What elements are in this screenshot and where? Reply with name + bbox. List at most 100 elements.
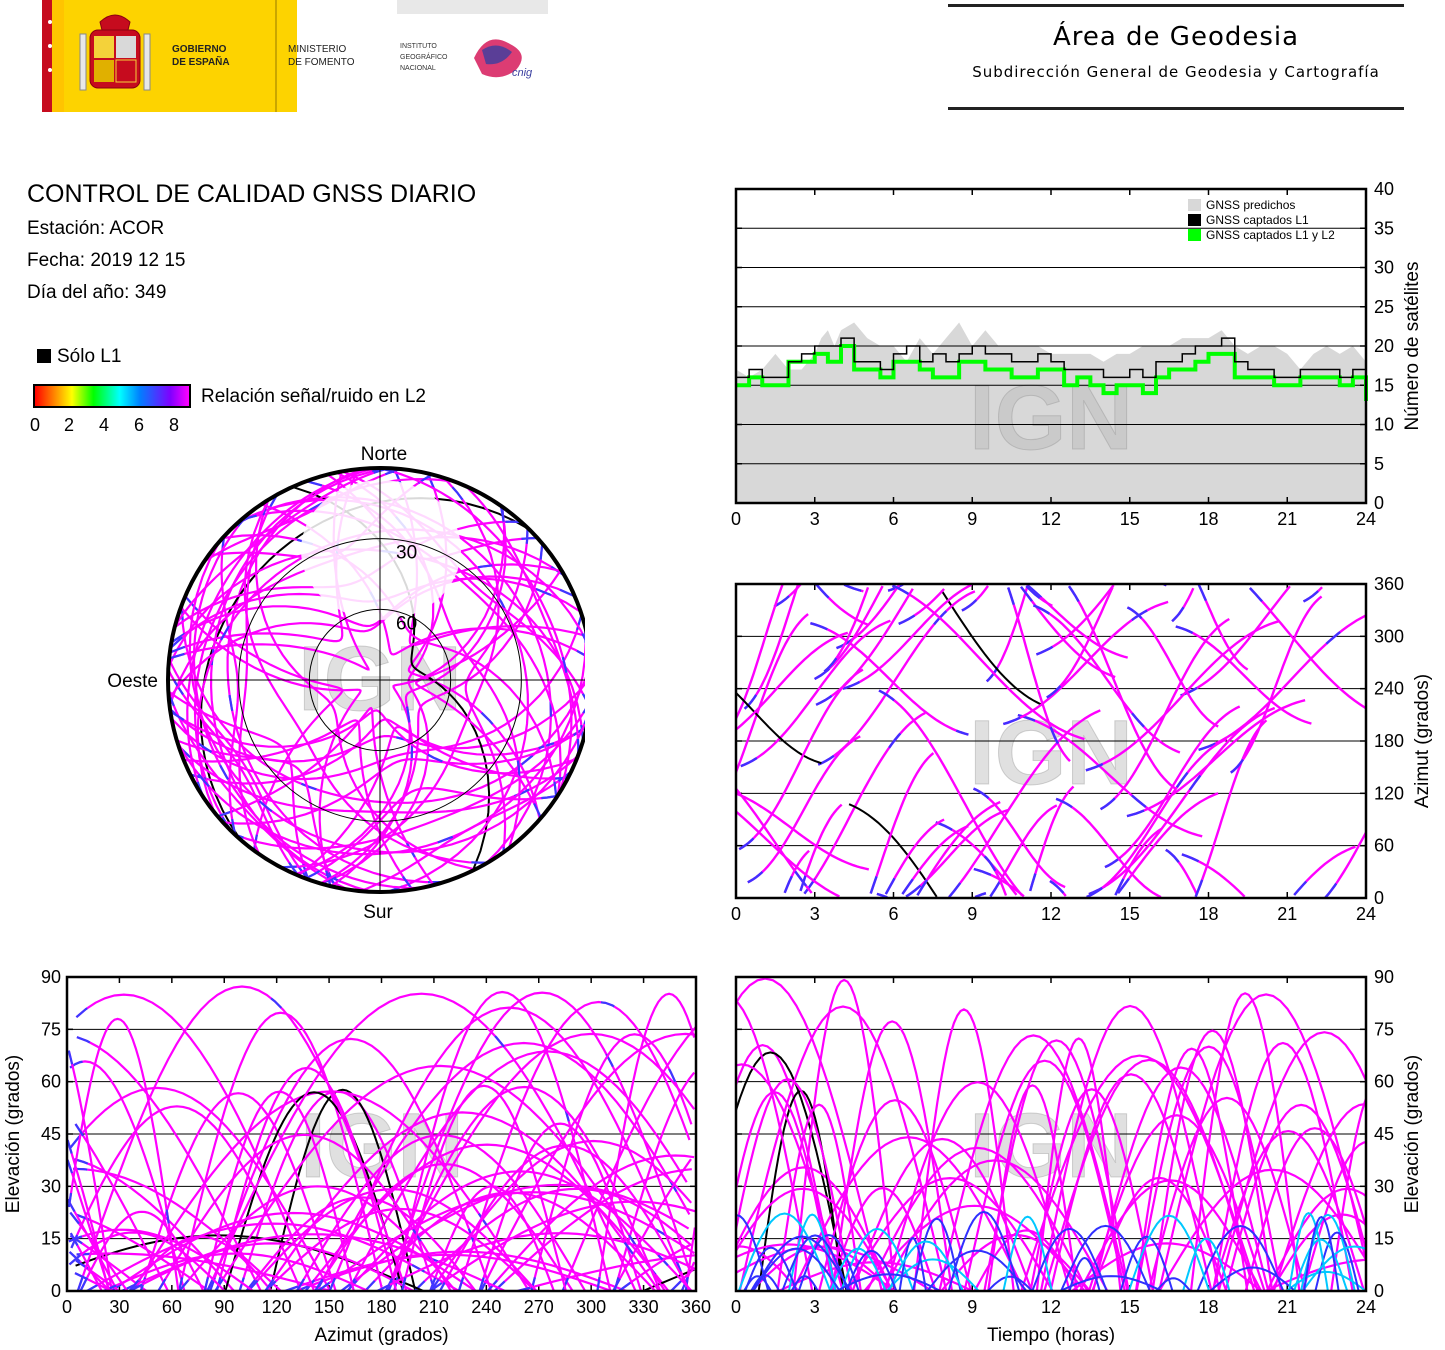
y-axis-label: Azimut (grados) — [1412, 674, 1433, 808]
snr-tick: 4 — [98, 415, 109, 435]
satellite-sky-track — [168, 690, 310, 880]
satellite-elevation-track — [1029, 1088, 1154, 1291]
satellite-azimuth-track — [736, 691, 822, 765]
satellite-elevation-track — [736, 1078, 853, 1291]
satellite-azimuth-track — [1126, 699, 1306, 818]
y-tick-label: 60 — [41, 1072, 61, 1092]
satellite-sky-track — [217, 706, 435, 886]
satellite-elevation-track — [983, 1039, 1130, 1291]
satellite-elevation-track — [1134, 1047, 1249, 1291]
y-tick-label: 90 — [1374, 967, 1394, 987]
x-tick-label: 15 — [1120, 1297, 1140, 1317]
satellite-low-snr-segment — [947, 1210, 1021, 1291]
x-tick-label: 120 — [262, 1297, 292, 1317]
snr-colorbar — [33, 384, 191, 408]
satellite-low-snr-segment — [823, 587, 935, 894]
x-tick-label: 3 — [810, 1297, 820, 1317]
satellite-elevation-track — [1039, 1004, 1221, 1291]
x-tick-label: 6 — [888, 904, 898, 920]
x-tick-label: 15 — [1120, 509, 1140, 529]
satellite-azimuth-track — [1165, 584, 1249, 895]
satellite-low-snr-segment — [70, 1105, 696, 1291]
skyplot-chart: IGN3060NorteEsteSurOeste — [107, 444, 585, 923]
satellite-low-snr-segment — [912, 1217, 962, 1291]
ign-text-line2: GEOGRÁFICO — [400, 52, 448, 61]
satellite-low-snr-segment — [973, 584, 1129, 898]
direction-north: Norte — [361, 444, 407, 465]
satellite-elevation-track — [1087, 1114, 1266, 1291]
satellite-elevation-track — [67, 1000, 691, 1291]
satellite-sky-track — [222, 725, 585, 825]
snr-colorbar-label: Relación señal/ruido en L2 — [201, 386, 426, 407]
satellite-low-snr-segment — [898, 588, 1101, 898]
satellite-elevation-track — [851, 1137, 1033, 1291]
day-of-year-label: Día del año: 349 — [27, 282, 167, 303]
satellite-azimuth-track — [1104, 705, 1241, 869]
ministry-text-line1: MINISTERIO — [288, 44, 347, 55]
satellite-azimuth-track — [973, 787, 1066, 889]
plot-border — [65, 975, 698, 1293]
satellite-low-snr-segment — [1196, 1224, 1285, 1291]
satellite-sky-track — [254, 499, 476, 871]
satellite-low-snr-segment — [750, 1274, 781, 1291]
satellite-elevation-track — [1330, 1095, 1366, 1291]
satellite-elevation-track — [346, 1170, 693, 1291]
x-tick-label: 30 — [109, 1297, 129, 1317]
compass-labels: NorteEsteSurOeste — [107, 444, 407, 923]
satellite-elevation-track — [1071, 1242, 1262, 1291]
satellite-low-snr-segment — [1209, 1266, 1296, 1291]
y-tick-label: 20 — [1374, 336, 1394, 356]
y-tick-label: 60 — [1374, 1072, 1394, 1092]
x-tick-label: 300 — [576, 1297, 606, 1317]
satellite-low-snr-segment — [68, 1231, 695, 1291]
satellite-elevation-track — [128, 1235, 273, 1291]
satellite-elevation-track — [284, 1253, 612, 1291]
satellite-elevation-track — [129, 1242, 414, 1291]
satellite-low-snr-segment — [744, 1246, 798, 1291]
x-tick-label: 18 — [1198, 509, 1218, 529]
satellite-sky-track — [294, 505, 507, 876]
area-subtitle: Subdirección General de Geodesia y Carto… — [972, 63, 1380, 81]
y-tick-label: 0 — [1374, 888, 1384, 908]
x-axis-label: Tiempo (horas) — [987, 1325, 1115, 1346]
satellite-elevation-track — [1212, 1041, 1354, 1291]
x-tick-label: 21 — [1277, 1297, 1297, 1317]
satellite-elevation-track — [738, 1005, 948, 1291]
x-tick-label: 12 — [1041, 904, 1061, 920]
satellite-low-snr-segment — [1302, 586, 1366, 898]
satellite-elevation-track — [818, 1099, 972, 1291]
satellite-elevation-track — [387, 1085, 662, 1291]
series-l1-l2-line — [736, 344, 1368, 401]
satellite-elevation-track — [938, 1034, 1129, 1291]
satellite-low-snr-segment — [898, 1236, 927, 1291]
report-title: CONTROL DE CALIDAD GNSS DIARIO — [27, 180, 477, 208]
satellite-tracks — [67, 985, 696, 1291]
plot-border — [734, 582, 1368, 900]
satellite-elevation-track — [866, 1146, 1089, 1291]
satellite-elevation-track — [736, 977, 883, 1291]
satellite-sky-track — [209, 468, 389, 892]
y-tick-label: 15 — [1374, 1229, 1394, 1249]
satellite-low-snr-segment — [835, 1273, 941, 1291]
satellite-elevation-track — [736, 1243, 896, 1291]
satellite-low-snr-segment — [1171, 587, 1268, 898]
svg-text:cnig: cnig — [512, 67, 533, 79]
satellite-elevation-track — [69, 1139, 693, 1291]
legend-l1-only: Sólo L1 — [37, 346, 121, 368]
satellite-sky-track — [170, 614, 583, 781]
satellite-low-snr-segment — [887, 1240, 964, 1291]
satellite-low-snr-segment — [935, 586, 1116, 896]
flag-red-stripe-left — [42, 0, 52, 112]
x-tick-label: 12 — [1041, 1297, 1061, 1317]
satellite-low-snr-segment — [1217, 1030, 1366, 1291]
satellite-elevation-track — [1158, 993, 1366, 1291]
satellite-low-snr-segment — [180, 604, 585, 804]
cnig-logo-icon: cnig — [474, 39, 533, 79]
satellite-low-snr-segment — [840, 1227, 915, 1291]
y-tick-label: 360 — [1374, 574, 1404, 594]
satellite-azimuth-track — [1126, 606, 1219, 728]
